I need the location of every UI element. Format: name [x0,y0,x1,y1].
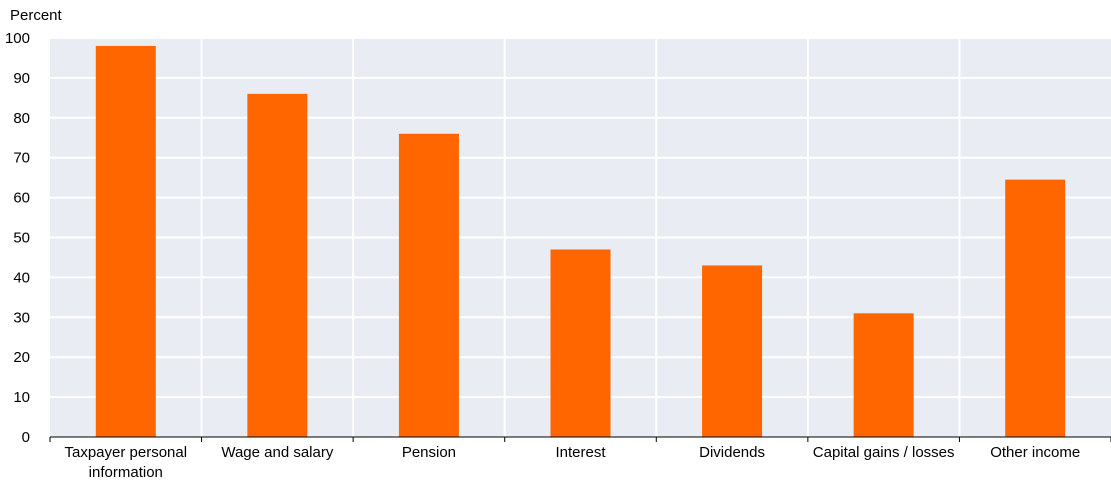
y-tick-label: 50 [13,230,30,247]
y-tick-label: 100 [5,30,30,47]
x-tick-label: Pension [402,444,456,461]
bar [550,249,611,437]
bar [95,45,156,437]
bar [398,133,459,437]
y-tick-label: 10 [13,389,30,406]
x-tick-label: Wage and salary [221,444,334,461]
x-tick-label: Interest [555,444,606,461]
bar [1005,179,1066,437]
y-tick-label: 40 [13,269,30,286]
bar [702,265,763,437]
x-tick-labels: Taxpayer personal information Wage and sal… [64,444,1080,481]
x-tick-label: Dividends [699,444,765,461]
y-axis-unit-label: Percent [10,7,63,24]
y-tick-label: 30 [13,309,30,326]
y-tick-label: 90 [13,70,30,87]
bar [247,93,308,438]
y-tick-label: 80 [13,110,30,127]
bars [95,45,1066,438]
y-tick-label: 70 [13,150,30,167]
x-tick-label: Capital gains / losses [813,444,955,461]
bar [853,313,914,437]
x-tick-label: Other income [990,444,1080,461]
x-tick-label: Taxpayer personal information [64,444,187,481]
y-tick-label: 20 [13,349,30,366]
y-tick-labels: 0 10 20 30 40 50 60 70 80 90 100 [5,30,30,446]
y-tick-label: 0 [22,429,30,446]
y-tick-label: 60 [13,190,30,207]
